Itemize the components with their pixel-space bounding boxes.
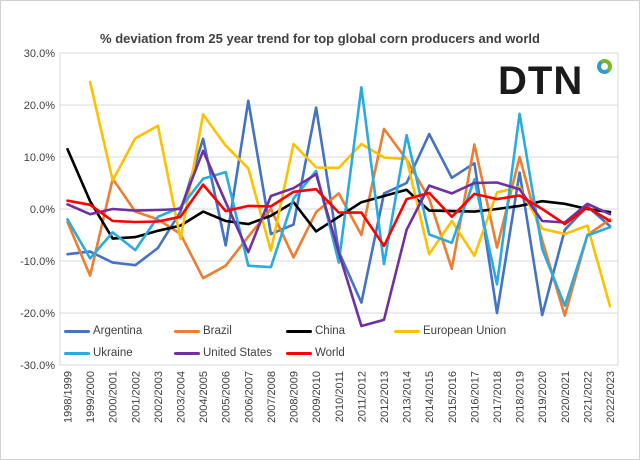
dtn-logo-text: DTN (498, 59, 584, 103)
legend-item-brazil: Brazil (174, 324, 232, 338)
x-axis-tick-label: 2019/2020 (537, 371, 549, 423)
x-axis-tick-label: 2013/2014 (402, 371, 414, 423)
x-axis-tick-label: 2006/2007 (243, 371, 255, 423)
legend-label: Argentina (93, 325, 143, 337)
x-axis-tick-label: 2001/2002 (130, 371, 142, 423)
legend-label: United States (203, 347, 273, 359)
x-axis-tick-label: 2004/2005 (198, 371, 210, 423)
x-axis-tick-label: 2020/2021 (560, 371, 572, 423)
y-axis-tick-label: 30.0% (24, 48, 55, 60)
x-axis-tick-label: 2000/2001 (108, 371, 120, 423)
dtn-logo: DTN (498, 58, 612, 104)
legend-label: European Union (423, 325, 507, 337)
legend-swatch-icon (394, 329, 420, 333)
series-line-united-states (66, 149, 612, 328)
x-axis-tick-label: 2008/2009 (289, 371, 301, 423)
x-axis-tick-label: 2012/2013 (379, 371, 391, 423)
legend-item-ukraine: Ukraine (64, 346, 133, 360)
x-axis-tick-label: 2014/2015 (424, 371, 436, 423)
series-line-brazil (66, 127, 612, 317)
x-axis-tick-label: 2005/2006 (221, 371, 233, 423)
series-line-argentina (66, 99, 612, 317)
legend-item-argentina: Argentina (64, 324, 142, 338)
y-axis-tick-label: -30.0% (20, 360, 55, 372)
dtn-logo-degree-icon (597, 59, 612, 74)
x-axis-tick-label: 1998/1999 (63, 371, 75, 423)
x-axis-tick-label: 1999/2000 (85, 371, 97, 423)
y-axis-tick-label: -20.0% (20, 308, 55, 320)
legend-item-european-union: European Union (394, 324, 506, 338)
legend-swatch-icon (286, 351, 312, 355)
chart-title: % deviation from 25 year trend for top g… (100, 31, 540, 46)
x-axis-tick-label: 2015/2016 (447, 371, 459, 423)
x-axis-tick-label: 2002/2003 (153, 371, 165, 423)
legend-item-united-states: United States (174, 346, 272, 360)
legend-swatch-icon (174, 351, 200, 355)
legend-item-china: China (286, 324, 345, 338)
legend-item-world: World (286, 346, 345, 360)
series-line-ukraine (66, 86, 612, 307)
x-axis-tick-label: 2021/2022 (582, 371, 594, 423)
legend-label: China (315, 325, 346, 337)
series-line-china (66, 147, 612, 240)
legend-swatch-icon (64, 351, 90, 355)
y-axis-tick-label: -10.0% (20, 256, 55, 268)
x-axis-tick-label: 2007/2008 (266, 371, 278, 423)
legend-swatch-icon (64, 329, 90, 333)
x-axis-tick-label: 2018/2019 (515, 371, 527, 423)
x-axis-tick-label: 2016/2017 (469, 371, 481, 423)
x-axis-tick-label: 2010/2011 (334, 371, 346, 422)
x-axis-tick-label: 2003/2004 (176, 371, 188, 423)
y-axis-tick-label: 0.0% (30, 204, 55, 216)
series-line-world (66, 183, 612, 248)
x-axis-tick-label: 2011/2012 (356, 371, 368, 422)
x-axis-tick-label: 2009/2010 (311, 371, 323, 423)
legend-label: World (315, 347, 345, 359)
legend-swatch-icon (174, 329, 200, 333)
legend-label: Ukraine (93, 347, 133, 359)
x-axis-tick-label: 2022/2023 (605, 371, 617, 423)
legend-swatch-icon (286, 329, 312, 333)
legend-label: Brazil (203, 325, 232, 337)
y-axis-tick-label: 20.0% (24, 100, 55, 112)
y-axis-tick-label: 10.0% (24, 152, 55, 164)
x-axis-tick-label: 2017/2018 (492, 371, 504, 423)
